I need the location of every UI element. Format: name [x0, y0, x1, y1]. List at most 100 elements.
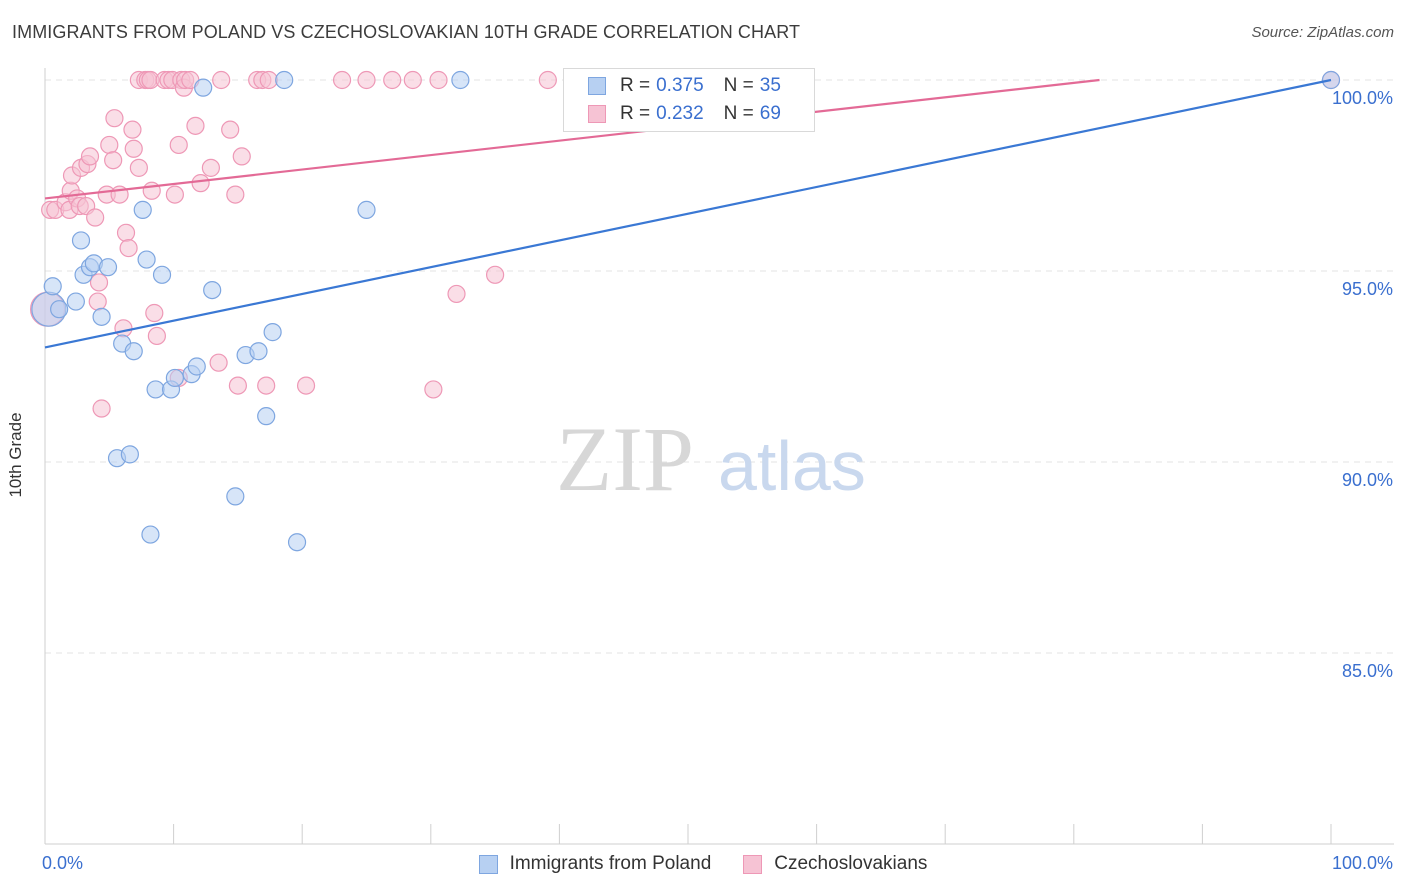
legend-n-value: 69 [759, 103, 781, 124]
czechoslovakians-point [357, 70, 376, 90]
poland-point [187, 357, 206, 376]
czechoslovakians-point [226, 185, 245, 204]
czechoslovakians-point [332, 70, 352, 90]
czechoslovakians-point [119, 238, 138, 258]
legend-swatch-pink [743, 854, 763, 874]
czechoslovakians-point [104, 151, 123, 170]
chart-title: IMMIGRANTS FROM POLAND VS CZECHOSLOVAKIA… [12, 22, 801, 42]
y-tick-label: 85.0% [1342, 661, 1393, 681]
series-legend: Immigrants from Poland Czechoslovakians [0, 851, 1406, 877]
watermark-zip: ZIP [556, 408, 694, 510]
czechoslovakians-point [92, 399, 111, 418]
poland-point [165, 368, 184, 388]
poland-point [66, 292, 85, 311]
poland-point [152, 265, 172, 284]
czechoslovakians-point [538, 70, 557, 90]
poland-point [275, 70, 294, 90]
poland-point [124, 342, 143, 361]
czechoslovakians-point [201, 158, 220, 177]
czechoslovakians-point [88, 292, 107, 311]
legend-r-value: 0.375 [656, 75, 704, 96]
czechoslovakians-point [80, 147, 100, 166]
czechoslovakians-point [100, 135, 119, 155]
czechoslovakians-point [186, 116, 205, 135]
czechoslovakians-point [147, 326, 166, 346]
czechoslovakians-point [129, 158, 148, 177]
poland-point [137, 250, 156, 269]
czechoslovakians-point [145, 303, 164, 323]
poland-point [71, 231, 91, 250]
czechoslovakians-point [191, 174, 210, 193]
x-tick-label: 100.0% [1332, 853, 1393, 873]
czechoslovakians-point [169, 135, 188, 155]
poland-point [98, 258, 118, 277]
y-tick-label: 95.0% [1342, 279, 1393, 299]
poland-trend-line [44, 78, 1332, 349]
poland-point [357, 200, 376, 219]
y-tick-label: 100.0% [1332, 88, 1393, 108]
poland-points [31, 70, 1341, 552]
watermark: ZIP atlas [556, 408, 866, 510]
czechoslovakians-point [232, 147, 251, 166]
czechoslovakians-point [447, 284, 466, 304]
legend-r-label: R = [620, 75, 651, 96]
czechoslovakians-point [228, 376, 247, 395]
y-tick-label: 90.0% [1342, 470, 1393, 490]
poland-point [146, 380, 165, 399]
legend-item-poland[interactable]: Immigrants from Poland [478, 853, 712, 875]
poland-point [263, 323, 282, 342]
czechoslovakians-point [165, 185, 184, 204]
legend-item-czech[interactable]: Czechoslovakians [743, 853, 927, 875]
y-axis-label: 10th Grade [6, 412, 25, 498]
poland-point [50, 300, 69, 319]
legend-swatch-blue [478, 854, 498, 874]
czechoslovakians-point [209, 353, 228, 372]
poland-point [141, 525, 160, 544]
poland-point [120, 445, 139, 464]
czechoslovakians-point [114, 319, 133, 338]
watermark-atlas: atlas [718, 427, 866, 505]
czechoslovakians-point [257, 376, 276, 395]
poland-point [92, 307, 111, 326]
czechoslovakians-point [124, 139, 143, 158]
stats-legend: R = 0.375 N = 35 R = 0.232 N = 69 [563, 68, 815, 132]
czechoslovakians-point [116, 223, 136, 242]
poland-point [43, 277, 62, 296]
legend-swatch-pink [588, 105, 606, 123]
poland-point [451, 70, 470, 90]
czechoslovakians-point [486, 265, 505, 284]
legend-n-label: N = [723, 103, 754, 124]
poland-point [257, 407, 276, 426]
legend-n-value: 35 [759, 75, 781, 96]
legend-r-value: 0.232 [656, 103, 704, 124]
czechoslovakians-point [221, 120, 240, 139]
czechoslovakians-point [424, 380, 443, 399]
czech-trend-line [44, 78, 1100, 200]
gridlines [45, 79, 1394, 654]
trend-lines [44, 78, 1332, 349]
poland-point [194, 78, 213, 97]
poland-point [203, 281, 222, 300]
axes [44, 68, 1394, 845]
source-credit: Source: ZipAtlas.com [1251, 24, 1394, 41]
legend-label-czech: Czechoslovakians [774, 853, 928, 874]
legend-label-poland: Immigrants from Poland [509, 853, 712, 874]
czechoslovakians-point [105, 109, 124, 128]
czechoslovakians-point [429, 70, 448, 90]
legend-n-label: N = [723, 75, 754, 96]
poland-point [133, 200, 152, 219]
tick-labels: 100.0% 95.0% 90.0% 85.0% 0.0% 100.0% [42, 88, 1393, 873]
poland-point [226, 487, 245, 506]
czechoslovakians-point [123, 120, 142, 139]
x-tick-label: 0.0% [42, 853, 83, 873]
poland-point [287, 533, 307, 552]
legend-row-czech: R = 0.232 N = 69 [588, 103, 781, 125]
czechoslovakians-point [212, 70, 231, 90]
legend-r-label: R = [620, 103, 651, 124]
czechoslovakians-point [89, 273, 109, 292]
czechoslovakians-point [383, 70, 402, 90]
czechoslovakians-point [86, 208, 105, 227]
czechoslovakians-point [259, 70, 278, 90]
czechoslovakians-point [296, 376, 316, 395]
